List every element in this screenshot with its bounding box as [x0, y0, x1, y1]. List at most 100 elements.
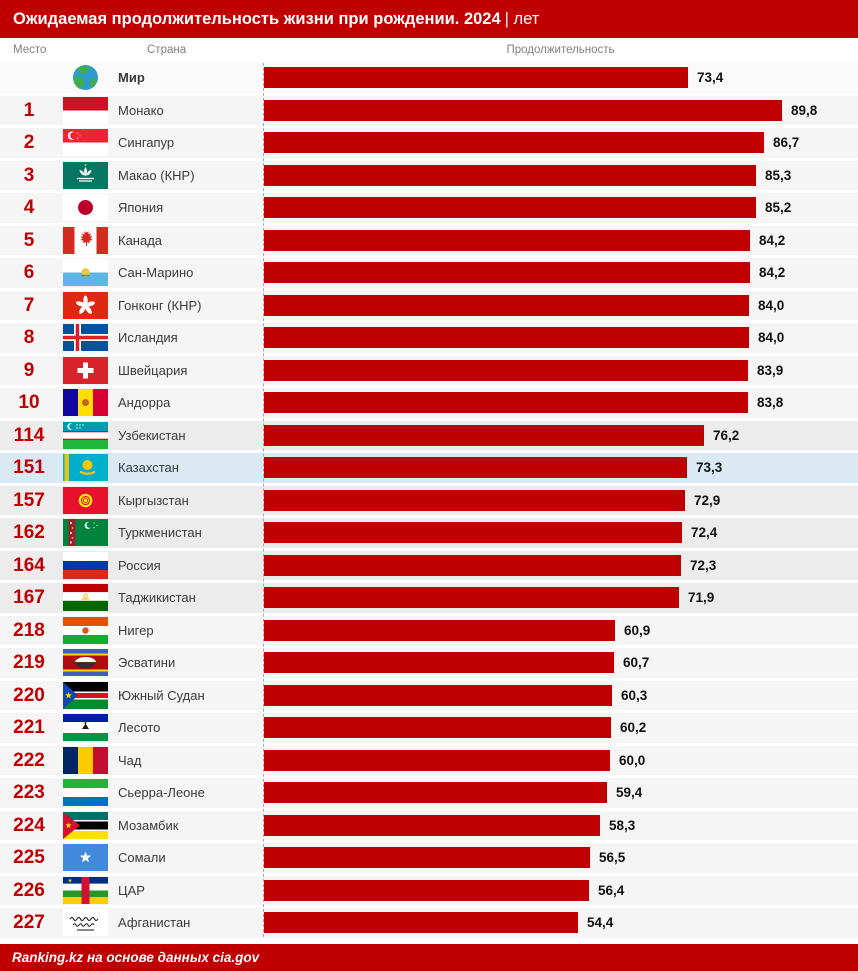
table-row-164: 164 Россия 72,3: [0, 550, 858, 580]
value-bar: [264, 229, 750, 251]
country-name: Мир: [118, 70, 145, 85]
value-bar: [264, 684, 612, 706]
value-bar: [264, 457, 687, 479]
value-bar: [264, 132, 764, 154]
table-row-5: 5 Канада 84,2: [0, 225, 858, 255]
table-row-1: 1 Монако 89,8: [0, 95, 858, 125]
table-row-151: 151 Казахстан 73,3: [0, 453, 858, 483]
value-label: 59,4: [616, 785, 643, 800]
country-name: Макао (КНР): [118, 167, 195, 183]
country-name: Россия: [118, 557, 161, 573]
value-label: 85,2: [765, 200, 792, 215]
rank-cell: 114: [13, 424, 45, 446]
country-name: Туркменистан: [118, 525, 202, 540]
value-label: 84,2: [759, 265, 786, 280]
value-label: 60,3: [621, 687, 648, 703]
country-name: Япония: [118, 200, 164, 215]
flag-icon-mozambique: [63, 811, 108, 839]
country-name: Сингапур: [118, 135, 175, 150]
country-name: Швейцария: [118, 362, 188, 378]
chart-rows: Мир 73,4 1 Монако 89,8 2 Сингапур 86,7 3…: [0, 63, 858, 941]
flag-icon-singapore: [63, 129, 108, 157]
flag-icon-andorra: [63, 389, 108, 417]
rank-cell: 224: [13, 814, 45, 836]
flag-icon-monaco: [63, 96, 108, 124]
value-bar: [264, 489, 685, 511]
table-row-226: 226 ЦАР 56,4: [0, 875, 858, 905]
value-label: 73,3: [696, 460, 723, 475]
axis-baseline: [263, 63, 264, 937]
value-label: 76,2: [713, 427, 740, 443]
rank-cell: 220: [13, 684, 45, 706]
value-bar: [264, 392, 748, 414]
value-bar: [264, 164, 756, 186]
country-name: Гонконг (КНР): [118, 297, 202, 313]
table-row-10: 10 Андорра 83,8: [0, 388, 858, 418]
flag-icon-macau: [63, 161, 108, 189]
rank-cell: 222: [13, 749, 45, 771]
flag-icon-sierra-leone: [63, 779, 108, 807]
country-name: Афганистан: [118, 915, 191, 930]
value-bar: [264, 652, 614, 674]
country-name: Чад: [118, 752, 142, 768]
value-label: 54,4: [587, 915, 614, 930]
value-bar: [264, 197, 756, 219]
value-label: 60,2: [620, 720, 647, 735]
table-row-162: 162 Туркменистан 72,4: [0, 518, 858, 548]
value-label: 84,0: [758, 297, 785, 313]
rank-cell: 4: [23, 197, 35, 218]
value-label: 83,9: [757, 362, 784, 378]
country-name: Сьерра-Леоне: [118, 785, 205, 800]
country-name: Эсватини: [118, 655, 176, 670]
country-name: Монако: [118, 102, 164, 118]
value-bar: [264, 749, 610, 771]
value-bar: [264, 99, 782, 121]
country-name: Южный Судан: [118, 687, 205, 703]
rank-cell: 162: [13, 522, 45, 543]
country-name: ЦАР: [118, 882, 145, 898]
flag-icon-san-marino: [63, 259, 108, 287]
value-label: 56,4: [598, 882, 625, 898]
table-row-219: 219 Эсватини 60,7: [0, 648, 858, 678]
flag-icon-iceland: [63, 324, 108, 352]
value-bar: [264, 424, 704, 446]
value-bar: [264, 327, 749, 349]
title-unit-group: | лет: [505, 10, 540, 28]
value-label: 72,3: [690, 557, 717, 573]
table-row-4: 4 Япония 85,2: [0, 193, 858, 223]
country-name: Сомали: [118, 850, 166, 865]
rank-cell: 7: [23, 294, 35, 316]
flag-icon-world: [63, 64, 108, 91]
value-label: 84,0: [758, 330, 785, 345]
table-row-7: 7 Гонконг (КНР) 84,0: [0, 290, 858, 320]
table-row-167: 167 Таджикистан 71,9: [0, 583, 858, 613]
value-bar: [264, 359, 748, 381]
country-name: Узбекистан: [118, 427, 186, 443]
flag-icon-car: [63, 876, 108, 904]
title-bar: Ожидаемая продолжительность жизни при ро…: [0, 0, 858, 38]
rank-cell: 164: [13, 554, 45, 576]
table-row-221: 221 Лесото 60,2: [0, 713, 858, 743]
value-label: 60,9: [624, 622, 651, 638]
table-row-220: 220 Южный Судан 60,3: [0, 680, 858, 710]
country-name: Казахстан: [118, 460, 179, 475]
country-name: Мозамбик: [118, 817, 179, 833]
country-name: Нигер: [118, 622, 154, 638]
value-label: 60,0: [619, 752, 646, 768]
rank-cell: 227: [13, 912, 45, 933]
rank-cell: 10: [18, 392, 40, 413]
flag-icon-niger: [63, 616, 108, 644]
value-bar: [264, 912, 578, 934]
rank-cell: 167: [13, 587, 45, 608]
value-bar: [264, 522, 682, 544]
flag-icon-japan: [63, 194, 108, 222]
flag-icon-kyrgyzstan: [63, 486, 108, 514]
flag-icon-lesotho: [63, 714, 108, 742]
country-name: Сан-Марино: [118, 265, 194, 280]
value-label: 84,2: [759, 232, 786, 248]
value-label: 85,3: [765, 167, 792, 183]
value-label: 58,3: [609, 817, 636, 833]
country-name: Канада: [118, 232, 163, 248]
flag-icon-somalia: [63, 844, 108, 872]
